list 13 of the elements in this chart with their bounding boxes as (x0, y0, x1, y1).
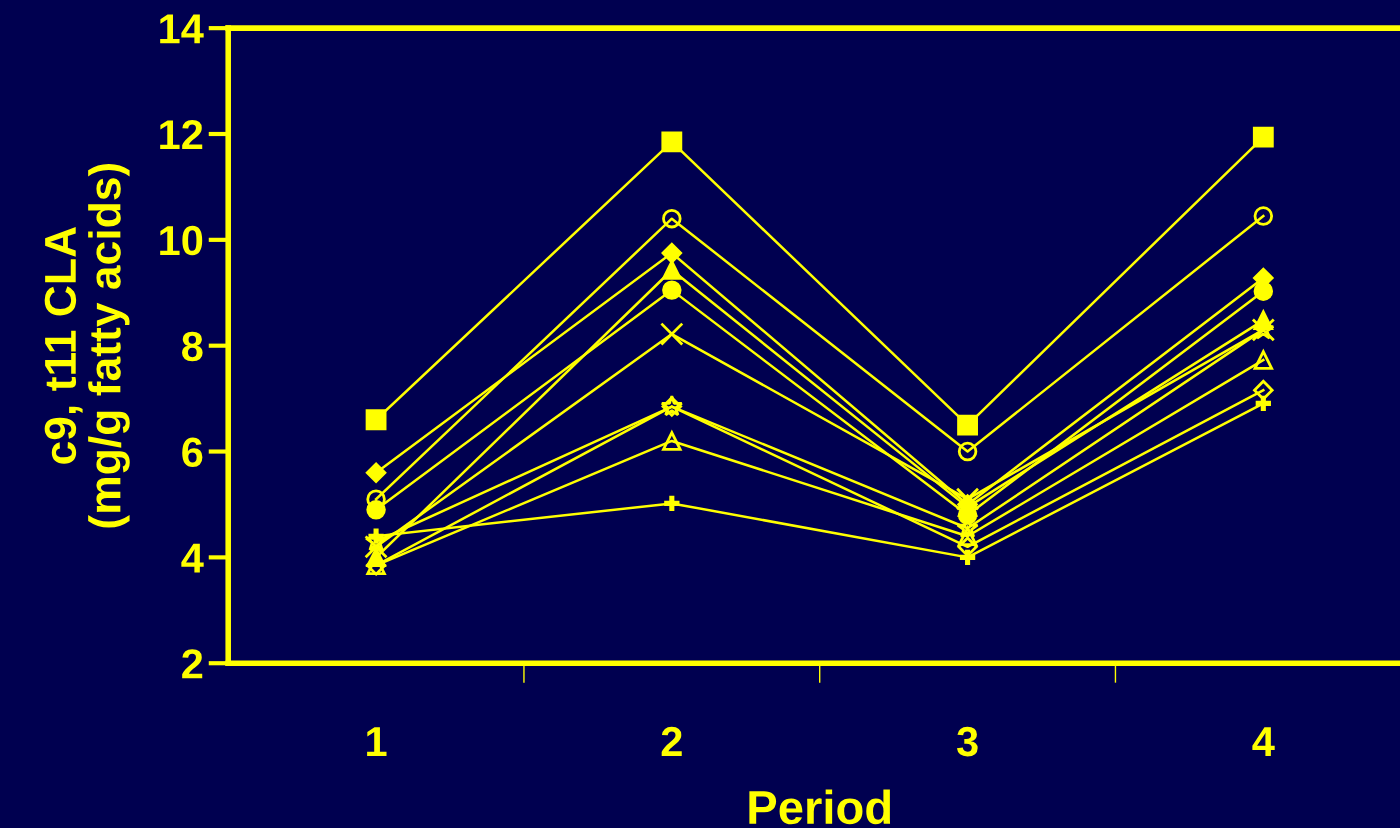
y-tick-label: 12 (160, 120, 203, 150)
x-tick-label: 3 (956, 726, 978, 757)
y-tick-label: 2 (182, 649, 203, 679)
x-axis-title: Period (749, 789, 891, 825)
y-tick-label: 6 (182, 437, 203, 468)
y-tick-label: 14 (160, 14, 204, 44)
y-tick-label: 8 (182, 331, 203, 362)
y-axis-title: c9, t11 CLA (mg/g fatty acids) (44, 163, 130, 528)
x-tick-label: 4 (1252, 727, 1275, 756)
y-tick-label: 10 (160, 225, 203, 256)
y-tick-label: 4 (181, 543, 204, 573)
x-tick-label: 2 (661, 726, 682, 756)
x-tick-label: 1 (367, 727, 387, 756)
